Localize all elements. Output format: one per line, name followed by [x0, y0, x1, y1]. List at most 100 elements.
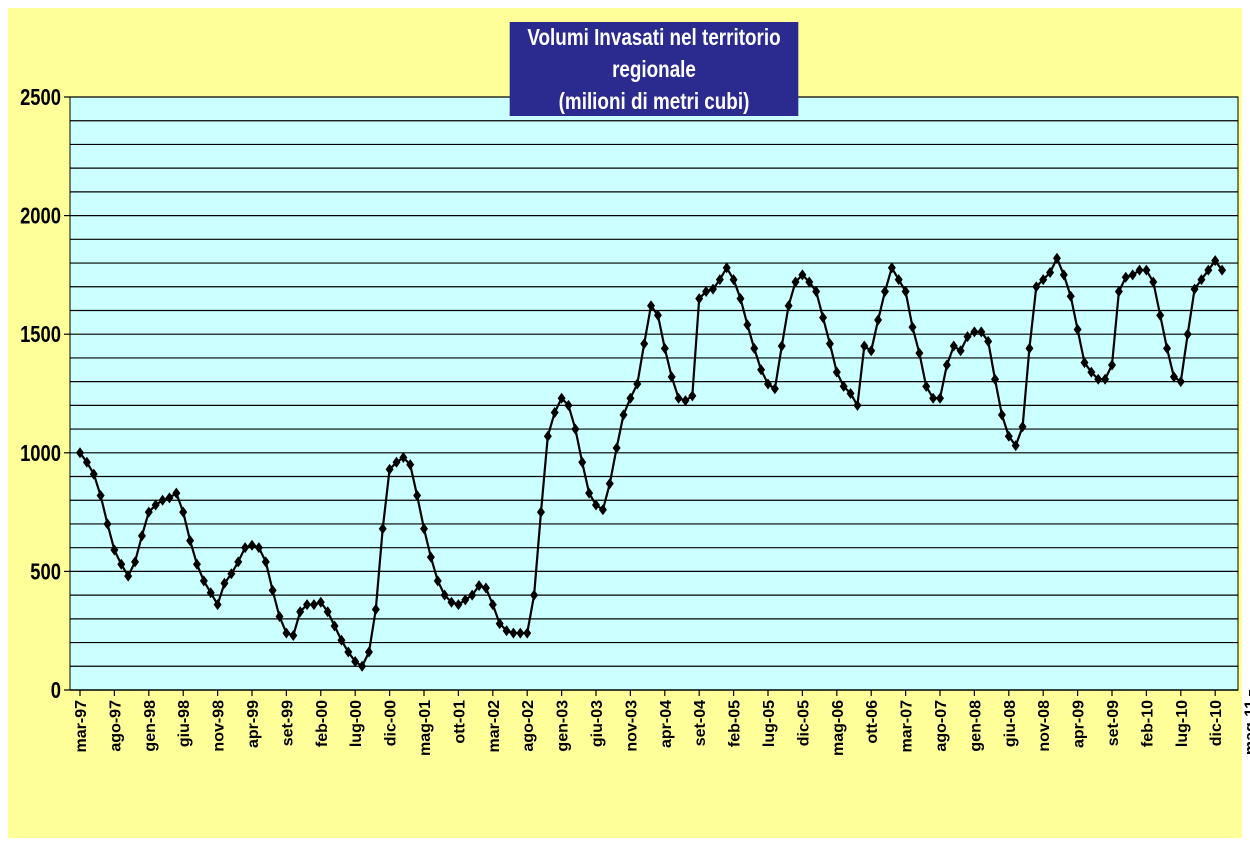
x-tick-label: apr-04 — [658, 700, 675, 748]
data-point — [832, 366, 841, 378]
data-point — [681, 395, 690, 407]
x-tick-label: lug-05 — [761, 700, 778, 747]
data-point — [805, 276, 814, 288]
y-tick-label: 0 — [51, 678, 61, 703]
x-tick-label: mag-01 — [417, 700, 434, 756]
data-point — [268, 584, 277, 596]
data-point — [337, 634, 346, 646]
y-tick-label: 2000 — [20, 204, 61, 229]
x-tick-label: mag-06 — [830, 700, 847, 756]
data-point — [296, 606, 305, 618]
data-point — [936, 392, 944, 404]
x-tick-label: ott-01 — [451, 700, 468, 744]
data-point — [1149, 276, 1158, 288]
data-point — [1142, 264, 1151, 276]
data-point — [213, 599, 222, 611]
data-point — [316, 596, 325, 608]
data-point — [1101, 373, 1110, 385]
x-tick-label: gen-03 — [555, 700, 572, 752]
data-point — [770, 383, 779, 395]
y-tick-label: 2500 — [20, 85, 61, 110]
data-point — [82, 456, 91, 468]
data-point — [825, 338, 834, 350]
data-point — [1087, 366, 1096, 378]
data-point — [254, 542, 263, 554]
data-point — [660, 342, 669, 354]
data-point — [695, 293, 704, 305]
data-point — [619, 409, 628, 421]
data-point — [578, 456, 587, 468]
y-tick-label: 1000 — [20, 441, 61, 466]
data-point — [901, 286, 910, 298]
data-point — [970, 326, 979, 338]
data-point — [495, 618, 504, 630]
data-point — [977, 326, 986, 338]
y-tick-label: 500 — [30, 560, 61, 585]
data-point — [887, 262, 896, 274]
data-point — [117, 558, 126, 570]
data-point — [165, 492, 174, 504]
data-point — [750, 342, 759, 354]
data-point — [76, 447, 84, 459]
data-point — [612, 442, 621, 454]
data-point — [894, 274, 903, 286]
data-point — [199, 575, 208, 587]
data-point — [812, 286, 821, 298]
data-point — [385, 463, 394, 475]
data-point — [1211, 255, 1220, 267]
data-point — [915, 347, 924, 359]
data-point — [351, 656, 360, 668]
data-point — [158, 494, 167, 506]
data-point — [206, 587, 215, 599]
data-point — [358, 660, 367, 672]
data-point — [764, 378, 772, 390]
data-point — [426, 551, 435, 563]
data-point — [234, 556, 243, 568]
data-point — [1039, 274, 1048, 286]
data-point — [1108, 359, 1116, 371]
data-point — [880, 286, 889, 298]
y-axis: 0 500 1000 1500 2000 2500 — [20, 85, 70, 704]
data-point — [371, 603, 380, 615]
x-tick-label: dic-00 — [383, 700, 400, 746]
data-point — [874, 314, 883, 326]
data-point — [248, 539, 256, 551]
x-tick-label: giu-03 — [589, 700, 606, 747]
x-axis: mar-97 ago-97 gen-98 giu-98 nov-98 apr-99 set-… — [70, 689, 1250, 756]
data-point — [1183, 328, 1192, 340]
data-point — [151, 499, 160, 511]
data-point — [364, 646, 373, 658]
data-point — [1197, 274, 1206, 286]
data-point — [124, 570, 133, 582]
data-point — [564, 399, 573, 411]
data-point — [860, 340, 869, 352]
data-point — [571, 423, 580, 435]
data-point — [392, 456, 401, 468]
data-point — [908, 321, 917, 333]
data-point — [523, 627, 532, 639]
data-point — [227, 568, 236, 580]
x-tick-label: feb-10 — [1139, 700, 1156, 747]
data-point — [956, 345, 965, 357]
x-tick-label: nov-03 — [623, 700, 640, 752]
data-point — [1025, 342, 1034, 354]
data-point — [131, 556, 140, 568]
data-point — [536, 506, 545, 518]
data-point — [475, 580, 484, 592]
x-tick-label: giu-08 — [1002, 700, 1019, 747]
data-point — [839, 380, 848, 392]
data-point — [949, 340, 958, 352]
x-tick-label: lug-00 — [348, 700, 365, 747]
data-point — [598, 504, 607, 516]
data-point — [626, 392, 635, 404]
series-group — [76, 252, 1227, 672]
data-point — [1018, 421, 1027, 433]
data-point — [819, 312, 828, 324]
data-point — [798, 269, 807, 281]
x-tick-label: set-04 — [692, 700, 709, 746]
data-point — [96, 489, 105, 501]
chart-title-box: Volumi Invasati nel territorio regionale… — [509, 22, 799, 116]
x-tick-label: feb-00 — [314, 700, 331, 747]
data-point — [708, 283, 717, 295]
x-tick-label: mar-97 — [73, 700, 90, 753]
